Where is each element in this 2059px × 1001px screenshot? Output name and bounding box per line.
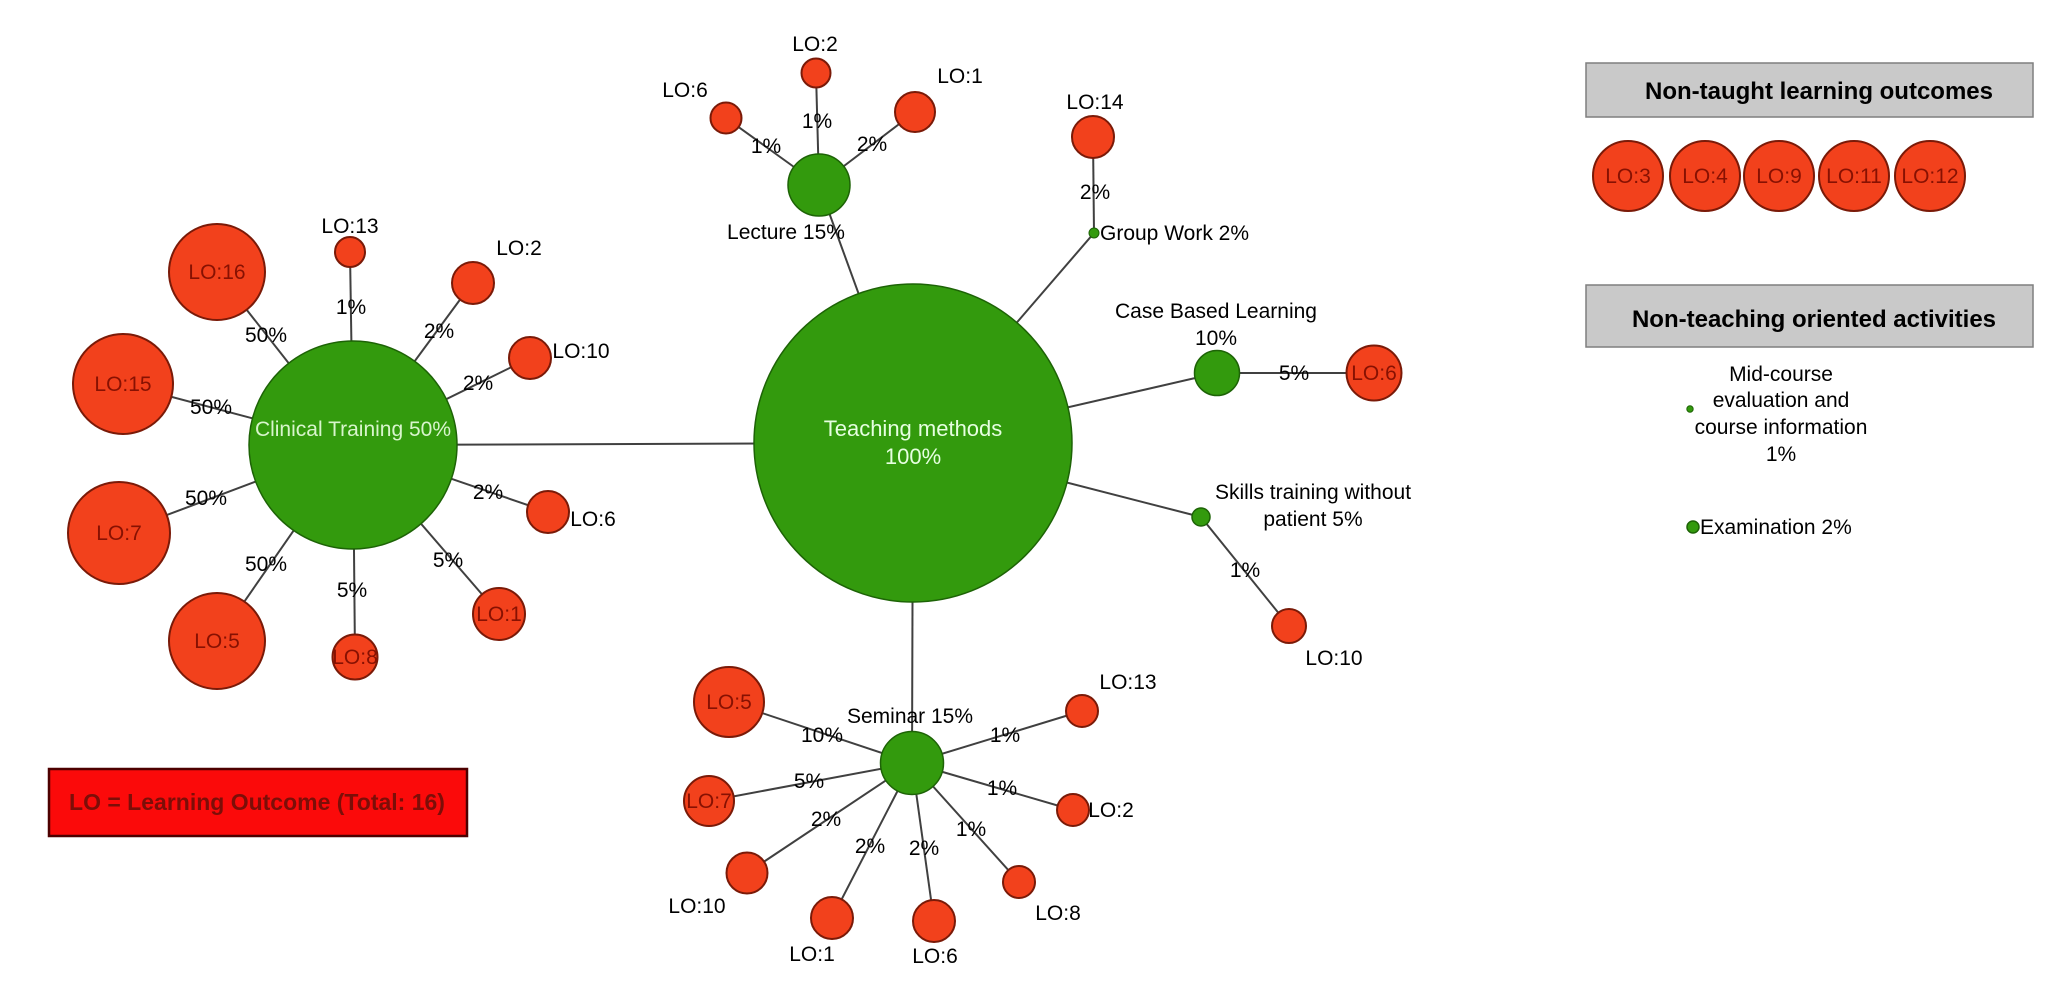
svg-text:LO:11: LO:11	[1826, 165, 1882, 188]
svg-text:Group Work 2%: Group Work 2%	[1100, 222, 1249, 245]
svg-text:Seminar 15%: Seminar 15%	[847, 705, 973, 728]
svg-text:Non-teaching oriented activiti: Non-teaching oriented activities	[1632, 306, 1996, 333]
svg-text:LO:8: LO:8	[1035, 902, 1081, 925]
svg-text:2%: 2%	[473, 481, 503, 504]
svg-text:2%: 2%	[909, 837, 939, 860]
svg-text:LO:16: LO:16	[188, 261, 245, 284]
svg-text:LO:6: LO:6	[912, 945, 958, 968]
svg-text:1%: 1%	[751, 135, 781, 158]
svg-text:Skills training without: Skills training without	[1215, 481, 1411, 504]
svg-text:2%: 2%	[1080, 181, 1110, 204]
svg-text:1%: 1%	[987, 777, 1017, 800]
svg-text:LO:9: LO:9	[1756, 165, 1802, 188]
svg-text:LO:7: LO:7	[96, 522, 142, 545]
svg-text:1%: 1%	[990, 724, 1020, 747]
svg-text:LO = Learning Outcome (Total:: LO = Learning Outcome (Total: 16)	[69, 789, 445, 815]
svg-text:LO:8: LO:8	[332, 646, 378, 669]
svg-text:evaluation and: evaluation and	[1713, 389, 1850, 412]
svg-text:Clinical Training 50%: Clinical Training 50%	[255, 418, 451, 441]
svg-text:Non-taught learning outcomes: Non-taught learning outcomes	[1645, 78, 1993, 105]
svg-text:1%: 1%	[336, 296, 366, 319]
svg-text:LO:2: LO:2	[792, 33, 838, 56]
svg-text:Case Based Learning: Case Based Learning	[1115, 300, 1317, 323]
svg-text:2%: 2%	[811, 808, 841, 831]
svg-text:1%: 1%	[956, 818, 986, 841]
svg-text:1%: 1%	[802, 110, 832, 133]
svg-text:LO:10: LO:10	[1305, 647, 1362, 670]
svg-text:10%: 10%	[1195, 327, 1237, 350]
svg-text:Examination 2%: Examination 2%	[1700, 516, 1852, 539]
svg-text:LO:10: LO:10	[668, 895, 725, 918]
svg-text:5%: 5%	[337, 579, 367, 602]
svg-text:100%: 100%	[885, 444, 941, 469]
svg-text:2%: 2%	[857, 133, 887, 156]
svg-text:LO:14: LO:14	[1066, 91, 1124, 114]
svg-text:LO:3: LO:3	[1605, 165, 1651, 188]
svg-text:course information: course information	[1695, 416, 1868, 439]
svg-text:LO:13: LO:13	[321, 215, 378, 238]
svg-text:LO:5: LO:5	[194, 630, 240, 653]
svg-text:50%: 50%	[245, 553, 287, 576]
svg-text:LO:2: LO:2	[496, 237, 542, 260]
svg-text:1%: 1%	[1230, 559, 1260, 582]
svg-text:5%: 5%	[1279, 362, 1309, 385]
svg-text:2%: 2%	[424, 320, 454, 343]
svg-text:LO:4: LO:4	[1682, 165, 1728, 188]
svg-text:LO:6: LO:6	[1351, 362, 1397, 385]
svg-text:LO:6: LO:6	[662, 79, 708, 102]
svg-text:LO:6: LO:6	[570, 508, 616, 531]
svg-text:LO:1: LO:1	[476, 603, 522, 626]
svg-text:5%: 5%	[433, 549, 463, 572]
svg-text:LO:15: LO:15	[94, 373, 151, 396]
svg-text:2%: 2%	[463, 372, 493, 395]
svg-text:Mid-course: Mid-course	[1729, 363, 1833, 386]
svg-text:50%: 50%	[245, 324, 287, 347]
svg-text:LO:2: LO:2	[1088, 799, 1134, 822]
svg-text:LO:13: LO:13	[1099, 671, 1156, 694]
svg-text:50%: 50%	[185, 487, 227, 510]
svg-text:Teaching methods: Teaching methods	[824, 416, 1003, 441]
svg-text:2%: 2%	[855, 835, 885, 858]
svg-text:1%: 1%	[1766, 443, 1796, 466]
svg-text:LO:1: LO:1	[937, 65, 983, 88]
svg-text:10%: 10%	[801, 724, 843, 747]
svg-text:LO:12: LO:12	[1901, 165, 1958, 188]
svg-text:Lecture 15%: Lecture 15%	[727, 221, 845, 244]
svg-text:LO:7: LO:7	[686, 790, 732, 813]
svg-text:5%: 5%	[794, 770, 824, 793]
svg-text:patient 5%: patient 5%	[1263, 508, 1362, 531]
svg-text:50%: 50%	[190, 396, 232, 419]
svg-text:LO:5: LO:5	[706, 691, 752, 714]
svg-text:LO:10: LO:10	[552, 340, 609, 363]
svg-text:LO:1: LO:1	[789, 943, 835, 966]
